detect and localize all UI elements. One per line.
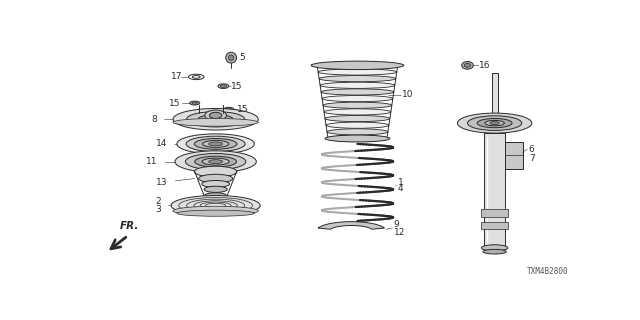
Bar	[506, 141, 522, 169]
Text: TXM4B2800: TXM4B2800	[527, 267, 568, 276]
Ellipse shape	[467, 116, 522, 131]
Ellipse shape	[461, 61, 474, 69]
Ellipse shape	[326, 122, 389, 128]
Ellipse shape	[485, 120, 504, 126]
Ellipse shape	[226, 108, 232, 110]
Ellipse shape	[324, 109, 391, 115]
Ellipse shape	[327, 129, 388, 135]
Ellipse shape	[323, 102, 392, 108]
Ellipse shape	[311, 61, 404, 69]
Ellipse shape	[481, 245, 508, 251]
Text: 3: 3	[156, 205, 161, 214]
Text: 15: 15	[231, 82, 243, 91]
Ellipse shape	[198, 115, 233, 124]
Bar	[484, 133, 506, 248]
Text: 1: 1	[397, 178, 403, 187]
Ellipse shape	[192, 102, 197, 104]
Polygon shape	[318, 222, 385, 229]
Ellipse shape	[321, 89, 394, 95]
Ellipse shape	[317, 62, 397, 68]
Ellipse shape	[195, 139, 237, 149]
Text: 6: 6	[529, 145, 534, 154]
Text: 16: 16	[479, 61, 491, 70]
Ellipse shape	[202, 180, 230, 188]
Bar	[492, 73, 498, 123]
Bar	[481, 209, 508, 217]
Ellipse shape	[202, 158, 229, 165]
Ellipse shape	[322, 95, 393, 102]
Text: 4: 4	[397, 184, 403, 193]
Text: 10: 10	[403, 90, 414, 99]
Ellipse shape	[173, 108, 259, 130]
Ellipse shape	[490, 122, 499, 124]
Ellipse shape	[224, 107, 234, 111]
Circle shape	[228, 55, 234, 60]
Text: 2: 2	[156, 197, 161, 206]
Bar	[481, 222, 508, 229]
Circle shape	[226, 52, 237, 63]
Ellipse shape	[195, 166, 237, 177]
Ellipse shape	[318, 69, 397, 75]
Text: 17: 17	[172, 72, 183, 81]
Ellipse shape	[198, 174, 233, 183]
Ellipse shape	[325, 135, 390, 142]
Ellipse shape	[220, 85, 227, 87]
Ellipse shape	[175, 151, 256, 172]
Ellipse shape	[173, 206, 259, 215]
Ellipse shape	[209, 160, 223, 164]
Ellipse shape	[202, 140, 229, 147]
Ellipse shape	[218, 84, 229, 88]
Ellipse shape	[477, 118, 512, 128]
Ellipse shape	[187, 112, 244, 127]
Text: 5: 5	[239, 53, 244, 62]
Text: 12: 12	[394, 228, 405, 237]
Ellipse shape	[465, 63, 470, 67]
Ellipse shape	[319, 76, 396, 82]
Ellipse shape	[328, 135, 387, 141]
Ellipse shape	[173, 118, 259, 126]
Ellipse shape	[177, 210, 254, 216]
Ellipse shape	[320, 82, 395, 88]
Text: 15: 15	[237, 105, 248, 114]
Ellipse shape	[325, 116, 390, 122]
Ellipse shape	[458, 113, 532, 133]
Ellipse shape	[195, 156, 237, 167]
Text: 15: 15	[169, 99, 180, 108]
Ellipse shape	[177, 134, 254, 154]
Text: 8: 8	[152, 115, 157, 124]
Ellipse shape	[209, 142, 223, 146]
Ellipse shape	[205, 110, 227, 121]
Ellipse shape	[204, 186, 227, 192]
Ellipse shape	[186, 136, 245, 152]
Ellipse shape	[171, 196, 260, 215]
Text: 7: 7	[529, 154, 534, 163]
Text: 9: 9	[394, 220, 399, 229]
Text: 13: 13	[156, 178, 168, 187]
Ellipse shape	[186, 154, 246, 170]
Ellipse shape	[205, 193, 227, 198]
Ellipse shape	[189, 101, 200, 105]
Text: FR.: FR.	[120, 221, 139, 231]
Ellipse shape	[209, 112, 222, 118]
Ellipse shape	[483, 249, 506, 254]
Text: 14: 14	[156, 140, 168, 148]
Text: 11: 11	[146, 157, 157, 166]
